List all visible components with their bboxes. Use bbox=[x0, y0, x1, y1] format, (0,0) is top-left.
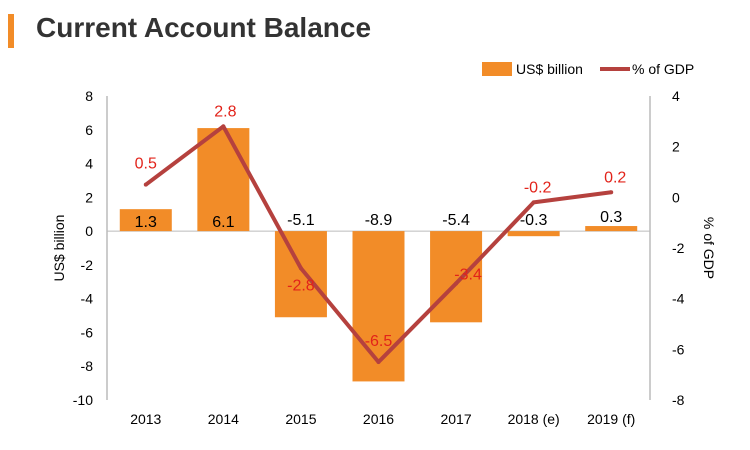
line-point bbox=[298, 266, 303, 271]
y-tick-label: -6 bbox=[81, 324, 94, 340]
y2-tick-label: -8 bbox=[672, 392, 685, 408]
y-tick-label: 2 bbox=[85, 189, 93, 205]
line-data-label: -3.4 bbox=[454, 266, 482, 283]
bar-data-label: 0.3 bbox=[600, 209, 622, 226]
y-tick-label: -2 bbox=[81, 257, 94, 273]
bar bbox=[507, 231, 560, 237]
chart-bar-labels: 1.3 6.1 -5.1 -8.9 -5.4 -0.3 0.3 bbox=[135, 209, 623, 231]
legend-bar-swatch bbox=[482, 62, 512, 76]
line-point bbox=[221, 124, 226, 129]
y-tick-label: -4 bbox=[81, 291, 94, 307]
line-point bbox=[143, 182, 148, 187]
bar bbox=[352, 231, 405, 382]
bar-data-label: -0.3 bbox=[520, 212, 548, 229]
x-tick-label: 2015 bbox=[285, 411, 316, 427]
x-tick-label: 2019 (f) bbox=[587, 411, 635, 427]
line-data-label: 0.2 bbox=[604, 169, 626, 186]
chart-line-labels: 0.5 2.8 -2.8 -6.5 -3.4 -0.2 0.2 bbox=[135, 103, 627, 350]
y-tick-label: 6 bbox=[85, 122, 93, 138]
chart-bars bbox=[119, 128, 638, 382]
chart-axes: 8 6 4 2 0 -2 -4 -6 -8 -10 4 2 0 -2 -4 -6 -8 US$ billion % … bbox=[51, 88, 717, 427]
y-tick-label: -10 bbox=[73, 392, 93, 408]
bar bbox=[119, 209, 172, 232]
x-tick-label: 2013 bbox=[130, 411, 161, 427]
y2-tick-label: 0 bbox=[672, 189, 680, 205]
y-axis-title: US$ billion bbox=[51, 215, 67, 282]
bar bbox=[274, 231, 327, 318]
line-data-label: -0.2 bbox=[524, 179, 552, 196]
y2-tick-label: -4 bbox=[672, 291, 685, 307]
bar-data-label: -8.9 bbox=[365, 212, 393, 229]
page-title: Current Account Balance bbox=[36, 12, 372, 43]
y2-tick-label: -6 bbox=[672, 341, 685, 357]
y-tick-label: 0 bbox=[85, 223, 93, 239]
y2-tick-label: 4 bbox=[672, 88, 680, 104]
bar-data-label: -5.4 bbox=[442, 212, 470, 229]
y2-tick-label: 2 bbox=[672, 139, 680, 155]
bar bbox=[585, 226, 638, 232]
line-point bbox=[609, 190, 614, 195]
line-data-label: 0.5 bbox=[135, 156, 157, 173]
chart-legend: US$ billion % of GDP bbox=[482, 61, 694, 77]
legend-bar-label: US$ billion bbox=[516, 61, 583, 77]
bar-data-label: 6.1 bbox=[212, 214, 234, 231]
legend-line-label: % of GDP bbox=[632, 61, 694, 77]
bar-data-label: 1.3 bbox=[135, 214, 157, 231]
y-tick-label: -8 bbox=[81, 358, 94, 374]
bar-data-label: -5.1 bbox=[287, 212, 315, 229]
line-data-label: -2.8 bbox=[287, 277, 315, 294]
title-accent-bar bbox=[8, 14, 14, 48]
x-tick-label: 2014 bbox=[208, 411, 239, 427]
x-tick-label: 2017 bbox=[440, 411, 471, 427]
y2-tick-label: -2 bbox=[672, 240, 685, 256]
y-tick-label: 4 bbox=[85, 156, 93, 172]
line-data-label: -6.5 bbox=[365, 333, 393, 350]
line-point bbox=[454, 281, 459, 286]
y2-axis-title: % of GDP bbox=[701, 217, 717, 279]
bar bbox=[430, 231, 483, 323]
bar bbox=[197, 128, 250, 232]
line-data-label: 2.8 bbox=[214, 103, 236, 120]
x-tick-label: 2016 bbox=[363, 411, 394, 427]
y-tick-label: 8 bbox=[85, 88, 93, 104]
x-tick-label: 2018 (e) bbox=[508, 411, 560, 427]
line-point bbox=[376, 360, 381, 364]
line-point bbox=[531, 200, 536, 205]
chart-line bbox=[143, 124, 614, 364]
